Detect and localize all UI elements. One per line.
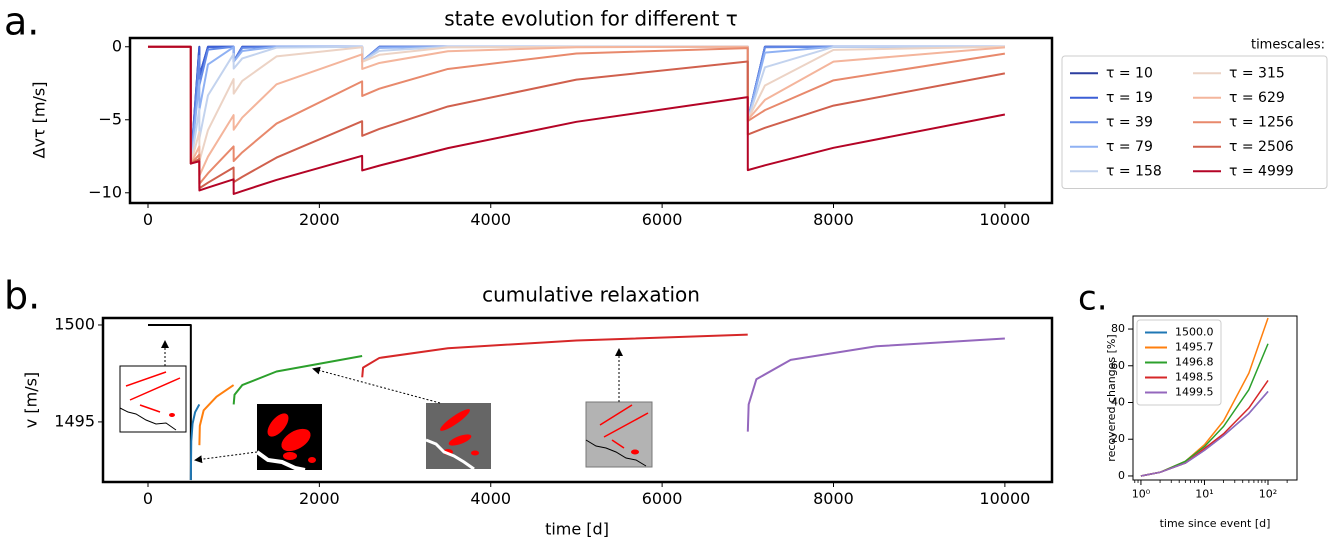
x-tick-label: 10⁰: [1132, 488, 1151, 501]
x-tick-label: 4000: [470, 210, 511, 229]
series-line: [147, 45, 1006, 185]
legend-label: τ = 1256: [1229, 114, 1294, 130]
insets: [119, 340, 653, 472]
x-tick-label: 10¹: [1195, 488, 1213, 501]
series-line: [746, 337, 1005, 432]
x-tick-label: 0: [143, 210, 153, 229]
series-line: [1140, 390, 1269, 477]
legend-label: 1500.0: [1175, 326, 1214, 339]
legend-label: τ = 4999: [1229, 163, 1294, 179]
legend-label: τ = 315: [1229, 65, 1285, 81]
series-line: [147, 45, 1006, 195]
x-tick-label: 2000: [299, 489, 340, 508]
legend-label: τ = 10: [1106, 65, 1153, 81]
legend-title: timescales:: [1251, 38, 1325, 53]
inset-black: [194, 404, 322, 472]
legend-label: 1499.5: [1175, 386, 1214, 399]
x-tick-label: 4000: [470, 489, 511, 508]
y-tick-label: 1500: [54, 314, 95, 333]
y-axis-label: Δvτ [m/s]: [30, 82, 49, 159]
inset-dark-gray: [312, 366, 491, 471]
plot-frame: [101, 316, 1054, 484]
legend-label: 1498.5: [1175, 371, 1214, 384]
x-tick-label: 0: [143, 489, 153, 508]
x-axis-label: time [d]: [545, 520, 609, 539]
legend-label: τ = 79: [1106, 139, 1153, 155]
series-line: [147, 45, 1005, 165]
series-line: [189, 403, 201, 481]
legend-label: τ = 158: [1106, 163, 1162, 179]
y-tick-label: −5: [98, 109, 122, 128]
x-tick-label: 10000: [979, 210, 1030, 229]
legend-label: τ = 19: [1106, 90, 1153, 106]
series-line: [147, 45, 1005, 165]
series-line: [361, 333, 748, 378]
y-axis-label: v [m/s]: [22, 372, 41, 428]
series-line: [147, 45, 1005, 165]
legend-label: 1495.7: [1175, 341, 1214, 354]
legend-label: τ = 2506: [1229, 139, 1294, 155]
inset-white: [119, 340, 187, 433]
series-line: [147, 45, 1006, 190]
y-tick-label: −10: [88, 182, 122, 201]
chart-title: state evolution for different τ: [444, 7, 738, 31]
plot-frame: [1132, 315, 1298, 481]
x-tick-label: 8000: [813, 489, 854, 508]
y-tick-label: 60: [1111, 359, 1125, 372]
y-tick-label: 40: [1111, 395, 1125, 408]
plot-frame: [128, 36, 1054, 205]
inset-light-gray: [585, 348, 653, 468]
series-line: [147, 323, 192, 481]
y-tick-label: 80: [1111, 322, 1125, 335]
legend-box: [1136, 319, 1222, 406]
panel-label: c.: [1078, 279, 1108, 319]
y-tick-label: 0: [112, 36, 122, 55]
legend-label: τ = 629: [1229, 90, 1285, 106]
x-tick-label: 6000: [642, 210, 683, 229]
series-line: [198, 384, 235, 446]
panel-label: a.: [4, 0, 39, 44]
x-tick-label: 8000: [813, 210, 854, 229]
x-axis-label: time since event [d]: [1160, 517, 1271, 530]
x-tick-label: 10000: [979, 489, 1030, 508]
series-line: [147, 45, 1005, 165]
series-line: [147, 45, 1005, 177]
y-tick-label: 20: [1111, 432, 1125, 445]
chart-title: cumulative relaxation: [482, 283, 700, 307]
series-line: [147, 45, 1005, 165]
panel-label: b.: [4, 274, 40, 318]
y-tick-label: 1495: [54, 411, 95, 430]
series-line: [232, 355, 363, 405]
x-tick-label: 6000: [642, 489, 683, 508]
x-tick-label: 2000: [299, 210, 340, 229]
legend-label: τ = 39: [1106, 114, 1153, 130]
y-axis-label: recovered changes [%]: [1105, 334, 1118, 461]
y-tick-label: 0: [1118, 469, 1125, 482]
series-line: [147, 45, 1005, 165]
x-tick-label: 10²: [1259, 488, 1277, 501]
legend-label: 1496.8: [1175, 356, 1214, 369]
